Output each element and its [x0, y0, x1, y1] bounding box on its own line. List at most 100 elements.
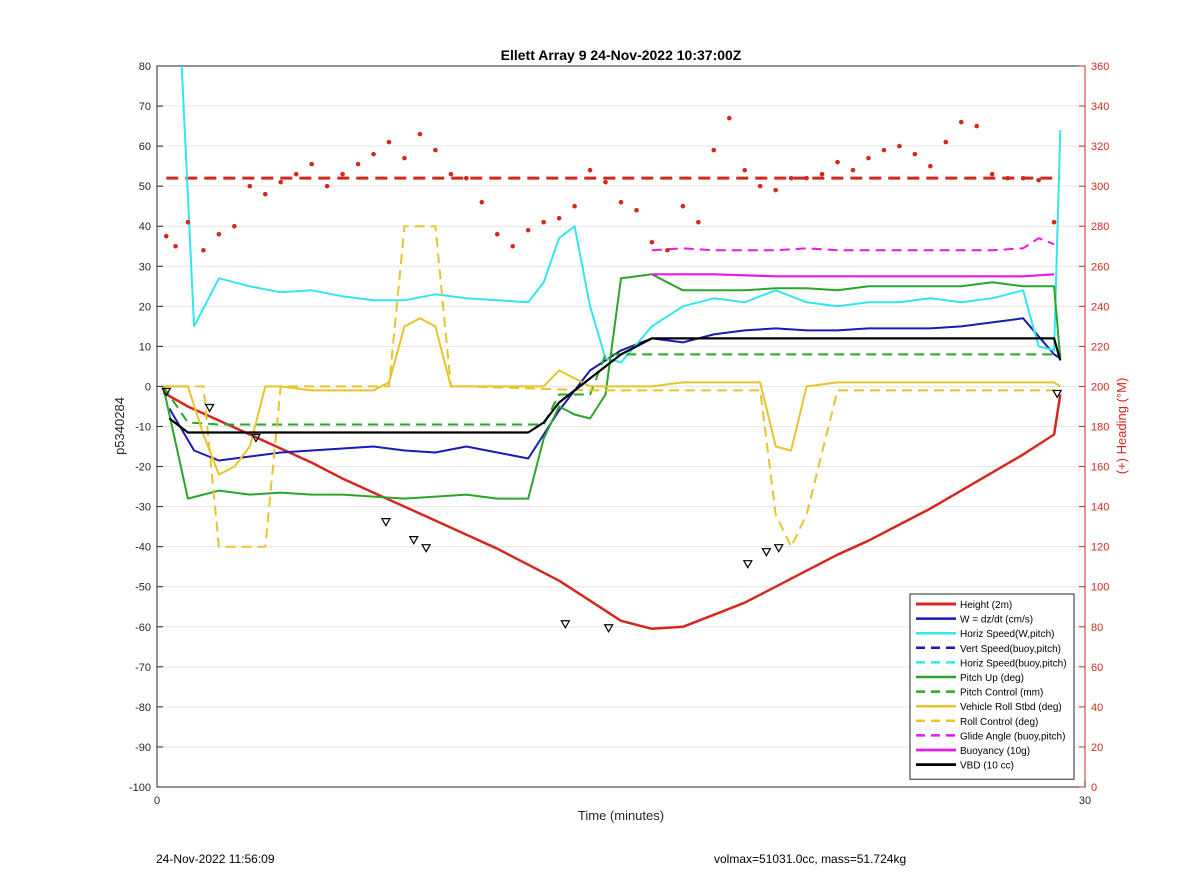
legend-label: Height (2m)	[960, 600, 1012, 611]
legend-label: Vehicle Roll Stbd (deg)	[960, 702, 1062, 713]
heading-point	[201, 247, 206, 253]
legend-label: W = dz/dt (cm/s)	[960, 615, 1033, 626]
y-tick-label: -100	[129, 782, 151, 794]
series-layer	[162, 65, 1062, 631]
legend-label: Buoyancy (10g)	[960, 746, 1030, 757]
heading-point	[510, 243, 516, 249]
heading-point	[649, 239, 655, 245]
heading-point	[958, 119, 964, 125]
y-right-tick-label: 240	[1091, 301, 1109, 313]
heading-point	[928, 163, 933, 169]
y-right-tick-label: 120	[1091, 542, 1109, 554]
height-marker	[1052, 389, 1063, 399]
heading-point	[788, 175, 794, 181]
axis-layer: 80706050403020100-10-20-30-40-50-60-70-8…	[129, 61, 1109, 807]
y-right-tick-label: 200	[1091, 381, 1109, 393]
heading-point	[371, 151, 376, 157]
heading-point	[711, 147, 717, 153]
height-marker	[742, 560, 753, 569]
height-marker	[250, 433, 262, 443]
heading-point	[1051, 219, 1057, 225]
grid	[157, 65, 1085, 788]
heading-point	[278, 179, 284, 185]
heading-point	[587, 167, 593, 173]
y-right-tick-label: 0	[1091, 782, 1097, 794]
y-tick-label: 40	[139, 221, 151, 233]
heading-point	[433, 147, 438, 153]
height-marker	[421, 544, 432, 553]
legend-label: Vert Speed(buoy,pitch)	[960, 644, 1061, 655]
legend-label: Pitch Control (mm)	[960, 688, 1043, 699]
heading-point	[696, 219, 701, 225]
heading-point	[974, 123, 980, 129]
y-tick-label: -50	[135, 582, 151, 594]
x-tick-label: 0	[154, 795, 160, 807]
marker-layer	[161, 387, 1063, 633]
heading-point	[943, 139, 949, 145]
heading-point	[355, 161, 361, 167]
heading-point	[603, 179, 608, 185]
y-right-tick-label: 320	[1091, 141, 1109, 153]
y-right-tick-label: 340	[1091, 101, 1109, 113]
heading-point	[618, 199, 624, 205]
legend-label: Roll Control (deg)	[960, 717, 1038, 728]
heading-point	[989, 171, 995, 177]
x-axis-label: Time (minutes)	[578, 808, 664, 823]
series-line-8	[163, 225, 1061, 548]
series-line-9	[651, 237, 1055, 252]
y-right-tick-label: 20	[1091, 742, 1103, 754]
y-axis-label-right: (+) Heading (°M)	[1114, 378, 1129, 475]
heading-point	[572, 203, 577, 209]
heading-point	[804, 175, 809, 181]
y-right-tick-label: 260	[1091, 261, 1109, 273]
heading-point	[464, 175, 469, 181]
heading-point	[680, 203, 686, 209]
heading-point	[726, 115, 732, 121]
y-tick-label: -70	[135, 662, 151, 674]
heading-point	[262, 191, 268, 197]
y-tick-label: -40	[135, 542, 151, 554]
footer-timestamp: 24-Nov-2022 11:56:09	[156, 852, 275, 866]
y-right-tick-label: 360	[1091, 61, 1109, 73]
height-marker	[161, 387, 172, 397]
heading-point	[912, 151, 918, 157]
heading-point	[541, 219, 546, 225]
heading-point	[1020, 175, 1026, 181]
height-marker	[603, 624, 614, 633]
heading-point	[247, 183, 253, 189]
y-tick-label: 70	[139, 101, 151, 113]
heading-point	[773, 187, 778, 193]
y-tick-label: -30	[135, 502, 151, 514]
x-tick-label: 30	[1079, 795, 1091, 807]
heading-point	[881, 147, 887, 153]
y-right-tick-label: 60	[1091, 662, 1103, 674]
series-line-0	[162, 391, 1062, 631]
y-tick-label: 60	[139, 141, 151, 153]
y-right-tick-label: 160	[1091, 462, 1109, 474]
series-line-7	[163, 317, 1061, 476]
heading-point	[556, 215, 562, 221]
height-marker	[560, 620, 571, 629]
y-right-tick-label: 100	[1091, 582, 1109, 594]
y-tick-label: 50	[139, 181, 151, 193]
heading-point	[402, 155, 407, 161]
y-tick-label: 20	[139, 301, 151, 313]
heading-point	[897, 143, 902, 149]
y-right-tick-label: 140	[1091, 502, 1109, 514]
series-line-1	[168, 317, 1061, 462]
height-marker	[761, 548, 772, 557]
y-right-tick-label: 220	[1091, 341, 1109, 353]
legend-label: VBD (10 cc)	[960, 761, 1014, 772]
heading-point	[324, 183, 330, 189]
height-marker	[408, 536, 419, 545]
heading-point	[665, 247, 670, 253]
heading-point	[757, 183, 763, 189]
heading-point	[742, 167, 748, 173]
y-tick-label: 80	[139, 61, 151, 73]
heading-point	[448, 171, 454, 177]
y-tick-label: 30	[139, 261, 151, 273]
series-line-11	[168, 337, 1062, 434]
y-right-tick-label: 280	[1091, 221, 1109, 233]
legend-label: Pitch Up (deg)	[960, 673, 1024, 684]
